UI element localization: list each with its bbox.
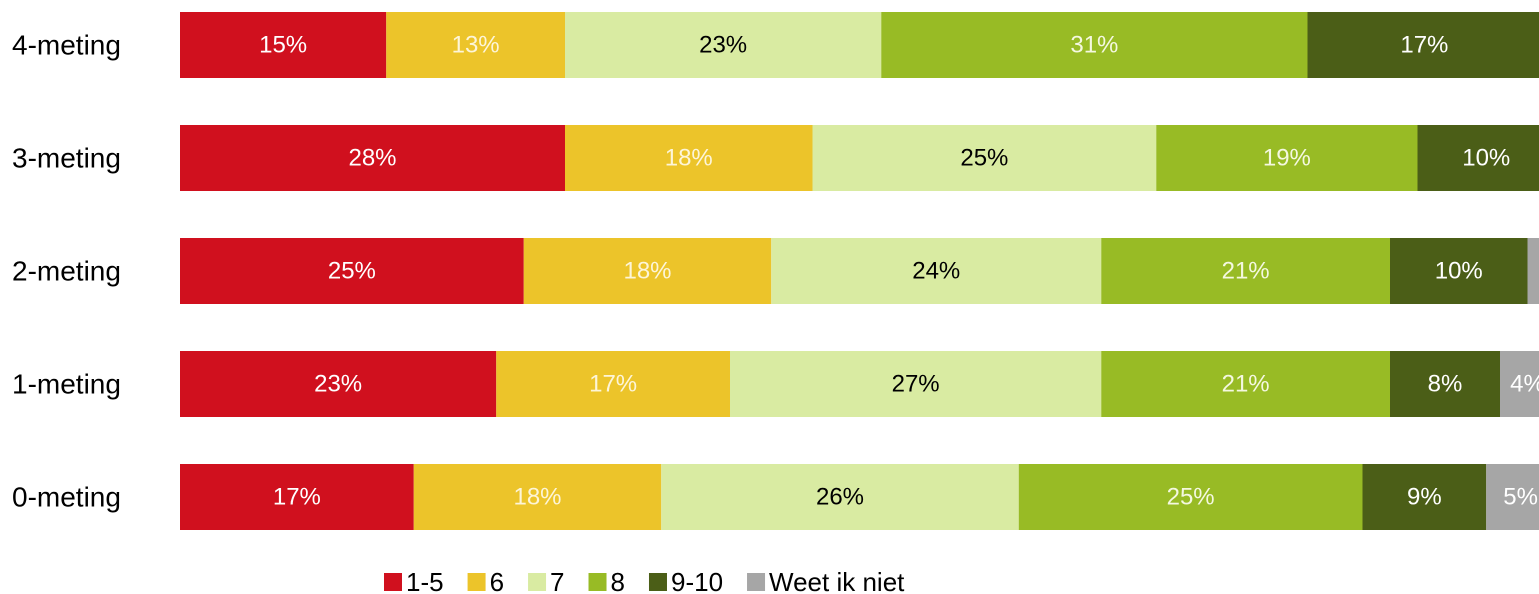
legend-swatch [747,573,766,591]
data-label: 18% [665,145,713,172]
data-label: 10% [1462,145,1510,172]
bar-segment [180,125,565,191]
data-label: 28% [348,145,396,172]
bar-segment [771,238,1102,304]
legend-label: 6 [490,567,504,594]
bar-segment [180,238,524,304]
legend-swatch [384,573,402,591]
bar-segment [1417,125,1539,191]
data-label: 24% [912,258,960,285]
bar-segment [1500,351,1539,417]
bar-segment [386,12,565,78]
data-label: 25% [960,145,1008,172]
data-label: 18% [623,258,671,285]
bar-segment [496,351,730,417]
data-label: 8% [1428,371,1463,398]
data-label: 19% [1263,145,1311,172]
legend-swatch [528,573,547,591]
data-label: 26% [816,484,864,511]
legend-swatch [467,573,486,591]
data-label: 17% [1400,32,1448,59]
bar-segment [523,238,772,304]
bar-segment [881,12,1308,78]
bar-segment [180,351,497,417]
bar-segment [180,12,387,78]
y-tick-label: 3-meting [12,143,121,174]
data-label: 9% [1407,484,1442,511]
bar-segment [1101,351,1390,417]
data-label: 25% [328,258,376,285]
data-label: 31% [1070,32,1118,59]
bar-segment [565,12,882,78]
bar-segment [565,125,813,191]
bar-segment [1362,464,1487,530]
bar-segment [730,351,1102,417]
data-label: 25% [1167,484,1215,511]
legend-label: Weet ik niet [769,567,905,594]
data-label: 10% [1435,258,1483,285]
legend-label: 8 [611,567,625,594]
bar-segment [1307,12,1539,78]
data-label: 27% [892,371,940,398]
legend-swatch [648,573,667,591]
data-label: 17% [589,371,637,398]
bar-segment [180,464,414,530]
bar-segment [1018,464,1363,530]
data-label: 21% [1222,371,1270,398]
data-label: 13% [452,32,500,59]
bar-segment [1156,125,1418,191]
y-tick-label: 0-meting [12,482,121,513]
data-label: 23% [314,371,362,398]
legend-label: 9-10 [671,567,723,594]
legend-label: 7 [550,567,564,594]
data-label: 15% [259,32,307,59]
data-label: 18% [513,484,561,511]
bar-segment [1390,238,1528,304]
bar-segment [1527,238,1539,304]
data-label: 23% [699,32,747,59]
data-label: 21% [1222,258,1270,285]
y-tick-label: 4-meting [12,30,121,61]
bar-segment [1486,464,1539,530]
bar-segment [1390,351,1500,417]
legend-swatch [588,573,607,591]
data-label: 5% [1503,484,1538,511]
bar-segment [812,125,1157,191]
bar-segment [661,464,1019,530]
legend-label: 1-5 [406,567,444,594]
bar-segment [413,464,662,530]
y-tick-label: 2-meting [12,256,121,287]
data-label: 4% [1510,371,1539,398]
data-label: 17% [273,484,321,511]
y-tick-label: 1-meting [12,369,121,400]
bar-segment [1101,238,1390,304]
